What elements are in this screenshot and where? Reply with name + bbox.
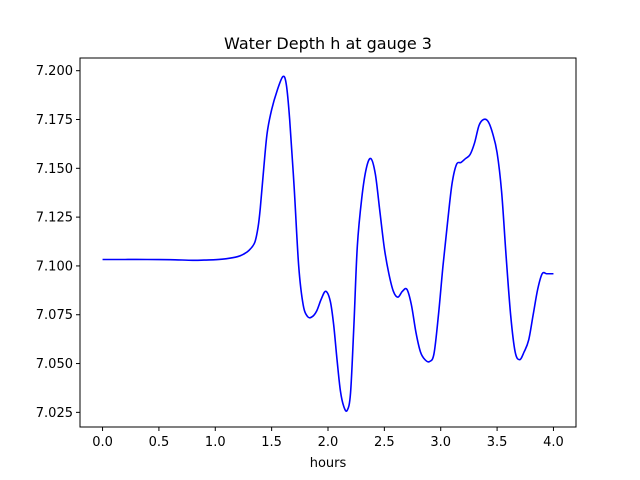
y-tick-label: 7.150 — [36, 162, 73, 177]
y-tick-label: 7.100 — [36, 259, 73, 274]
chart-title: Water Depth h at gauge 3 — [224, 34, 432, 53]
y-tick-label: 7.200 — [36, 64, 73, 79]
plot-area-frame — [79, 57, 577, 428]
x-tick-label: 2.0 — [318, 435, 339, 450]
y-tick-label: 7.175 — [36, 113, 73, 128]
y-tick-label: 7.050 — [36, 357, 73, 372]
y-axis: 7.025 7.050 7.075 7.100 7.125 7.150 7.175 7.200 — [36, 64, 80, 421]
x-tick-label: 0.5 — [149, 435, 170, 450]
series-line — [102, 75, 554, 413]
x-axis-label: hours — [310, 456, 347, 471]
y-tick-label: 7.075 — [36, 308, 73, 323]
x-tick-label: 1.0 — [205, 435, 226, 450]
x-tick-label: 3.0 — [430, 435, 451, 450]
x-tick-label: 4.0 — [543, 435, 564, 450]
y-tick-label: 7.125 — [36, 211, 73, 226]
x-tick-label: 2.5 — [374, 435, 395, 450]
x-axis: 0.0 0.5 1.0 1.5 2.0 2.5 3.0 3.5 4.0 — [92, 427, 564, 450]
x-tick-label: 1.5 — [261, 435, 282, 450]
x-tick-label: 3.5 — [487, 435, 508, 450]
y-tick-label: 7.025 — [36, 406, 73, 421]
x-tick-label: 0.0 — [92, 435, 113, 450]
